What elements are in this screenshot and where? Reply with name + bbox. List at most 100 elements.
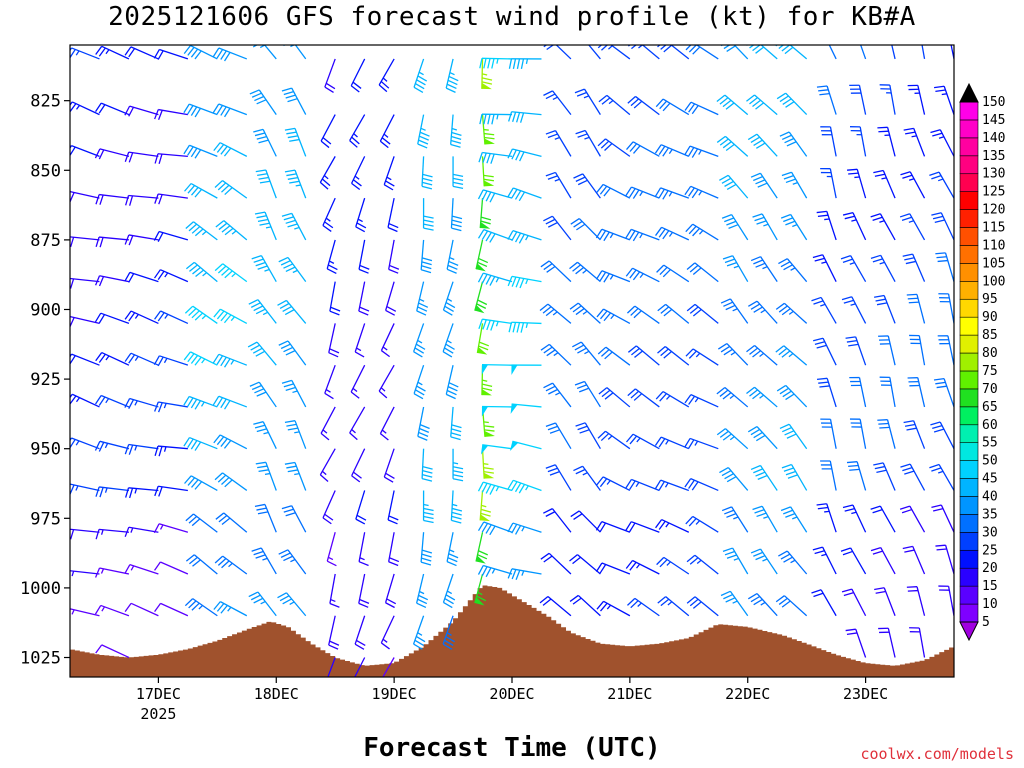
wind-barb bbox=[820, 126, 837, 157]
wind-barb bbox=[746, 94, 778, 116]
wind-barb bbox=[380, 323, 395, 358]
wind-barb bbox=[213, 142, 248, 157]
wind-barb bbox=[507, 275, 542, 289]
colorbar-label: 120 bbox=[982, 203, 1005, 218]
wind-barb bbox=[509, 440, 542, 451]
wind-barb bbox=[545, 464, 572, 491]
wind-barb bbox=[450, 490, 463, 524]
wind-barb bbox=[859, 45, 867, 60]
colorbar-label: 50 bbox=[982, 454, 998, 469]
wind-barb bbox=[719, 174, 749, 199]
wind-barb bbox=[655, 390, 690, 408]
wind-barb bbox=[849, 418, 867, 449]
wind-barb bbox=[95, 486, 130, 498]
wind-barb bbox=[354, 615, 366, 650]
wind-barb bbox=[94, 604, 130, 617]
wind-barb bbox=[70, 315, 100, 328]
wind-barb bbox=[124, 352, 159, 366]
wind-barb bbox=[153, 48, 189, 60]
wind-barb bbox=[213, 601, 248, 617]
wind-barb bbox=[849, 376, 867, 408]
wind-barb bbox=[879, 376, 896, 408]
wind-barb bbox=[255, 461, 277, 491]
wind-barb bbox=[845, 628, 867, 658]
wind-barb bbox=[684, 101, 719, 116]
wind-barb bbox=[322, 490, 336, 525]
wind-barb bbox=[811, 296, 837, 324]
wind-barb bbox=[284, 420, 307, 449]
wind-barb bbox=[781, 171, 808, 199]
colorbar-label: 140 bbox=[982, 131, 1005, 146]
wind-barb bbox=[746, 45, 778, 60]
wind-barb bbox=[358, 573, 370, 608]
wind-barb bbox=[70, 615, 71, 616]
wind-barb bbox=[747, 425, 778, 450]
wind-barb bbox=[655, 98, 690, 116]
wind-barb bbox=[846, 461, 867, 491]
wind-barb bbox=[452, 448, 464, 482]
wind-barb bbox=[417, 406, 430, 441]
wind-barb bbox=[358, 239, 370, 274]
wind-barb bbox=[380, 615, 395, 650]
y-tick-label: 950 bbox=[30, 440, 61, 460]
wind-barb bbox=[247, 341, 277, 366]
x-axis-label: Forecast Time (UTC) bbox=[363, 733, 661, 763]
wind-barb bbox=[70, 570, 100, 577]
wind-barb bbox=[684, 477, 719, 492]
wind-barb bbox=[654, 187, 690, 200]
wind-barb bbox=[779, 131, 808, 157]
wind-barb bbox=[569, 302, 601, 324]
colorbar-label: 90 bbox=[982, 310, 998, 325]
wind-barb bbox=[481, 114, 495, 145]
wind-barb bbox=[124, 563, 159, 575]
colorbar-cell bbox=[959, 496, 979, 515]
wind-barb bbox=[870, 213, 896, 241]
wind-barb bbox=[775, 302, 808, 324]
wind-barb bbox=[474, 281, 488, 314]
wind-barb bbox=[686, 596, 719, 617]
colorbar-label: 20 bbox=[982, 561, 998, 576]
wind-barb bbox=[125, 194, 159, 206]
wind-barb bbox=[213, 434, 248, 450]
wind-barb bbox=[420, 239, 433, 274]
colorbar-label: 135 bbox=[982, 149, 1005, 164]
wind-barb bbox=[249, 89, 277, 115]
wind-barb bbox=[748, 300, 778, 324]
colorbar-cell bbox=[959, 245, 979, 264]
wind-barb bbox=[870, 547, 896, 575]
wind-barb bbox=[442, 573, 456, 609]
wind-barb bbox=[569, 554, 601, 575]
wind-barb bbox=[842, 212, 867, 241]
wind-barb bbox=[907, 84, 926, 115]
wind-barb bbox=[543, 215, 572, 241]
wind-barb bbox=[540, 260, 572, 283]
wind-barb bbox=[573, 173, 601, 199]
wind-barb bbox=[543, 508, 572, 533]
wind-barb bbox=[716, 94, 749, 116]
wind-barb bbox=[598, 387, 631, 408]
wind-barb bbox=[685, 515, 719, 533]
wind-barb bbox=[254, 211, 277, 241]
colorbar-cell bbox=[959, 101, 979, 121]
wind-barb bbox=[720, 298, 749, 324]
wind-barb bbox=[479, 198, 492, 229]
colorbar-cell bbox=[959, 298, 979, 318]
wind-barb bbox=[477, 564, 513, 578]
y-tick-label: 975 bbox=[30, 509, 61, 529]
wind-barb bbox=[721, 506, 749, 533]
colorbar-cell bbox=[959, 567, 979, 587]
wind-barb bbox=[421, 156, 433, 190]
wind-barb bbox=[720, 45, 749, 60]
source-credit[interactable]: coolwx.com/models bbox=[860, 745, 1014, 763]
x-tick-label: 21DEC bbox=[607, 685, 652, 703]
wind-barb bbox=[248, 299, 277, 324]
wind-barb bbox=[183, 103, 218, 118]
wind-barb bbox=[507, 230, 542, 244]
wind-barb bbox=[507, 568, 542, 580]
wind-barb bbox=[906, 293, 926, 324]
wind-barb bbox=[124, 46, 159, 60]
wind-barb bbox=[249, 381, 277, 408]
colorbar-cell bbox=[959, 424, 979, 443]
wind-barb bbox=[214, 180, 248, 199]
x-tick-label: 22DEC bbox=[725, 685, 770, 703]
